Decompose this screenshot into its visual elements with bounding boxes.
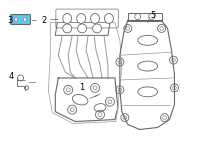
FancyBboxPatch shape [56, 9, 118, 28]
Ellipse shape [138, 61, 158, 71]
Text: 5: 5 [150, 11, 155, 20]
Text: 1: 1 [79, 83, 84, 92]
Ellipse shape [104, 14, 113, 24]
Text: 2: 2 [41, 16, 47, 25]
Ellipse shape [78, 24, 87, 33]
Ellipse shape [77, 14, 86, 24]
FancyBboxPatch shape [11, 15, 30, 24]
Text: 4: 4 [9, 72, 14, 81]
Ellipse shape [63, 14, 72, 24]
Ellipse shape [138, 35, 158, 45]
Ellipse shape [91, 14, 100, 24]
Circle shape [14, 18, 18, 21]
Circle shape [23, 18, 27, 21]
Text: 3: 3 [8, 16, 13, 25]
Ellipse shape [138, 87, 158, 97]
Ellipse shape [93, 24, 101, 33]
Ellipse shape [63, 24, 72, 33]
